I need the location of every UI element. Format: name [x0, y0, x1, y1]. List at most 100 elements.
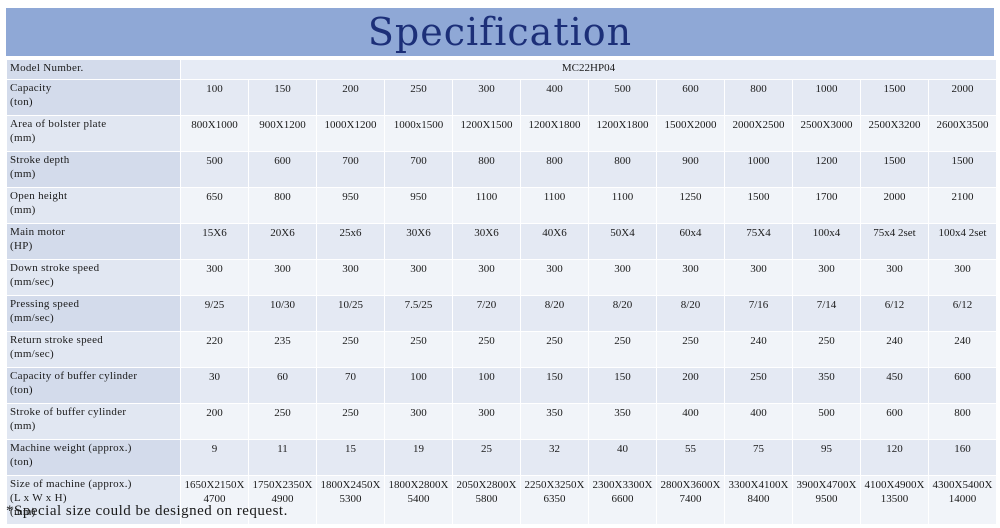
cell-value-line: 14000 [948, 493, 977, 505]
cell-value: 800X1000 [180, 115, 249, 152]
cell-value: 350 [588, 403, 657, 440]
cell-value: 300 [452, 79, 521, 116]
cell-value-line: 6600 [611, 493, 634, 505]
cell-value: 900 [656, 151, 725, 188]
cell-value: 400 [656, 403, 725, 440]
cell-value: 1250 [656, 187, 725, 224]
row-unit-text: (mm) [10, 168, 36, 180]
cell-value: 250 [316, 331, 385, 368]
cell-value-line: 2800X3600X [660, 479, 721, 491]
row-unit-text: (ton) [10, 456, 33, 468]
cell-value-line: 4700 [203, 493, 226, 505]
cell-value: 75X4 [724, 223, 793, 260]
row-unit-text: (HP) [10, 240, 33, 252]
cell-value: 25 [452, 439, 521, 476]
cell-value: 9 [180, 439, 249, 476]
cell-value: 1700 [792, 187, 861, 224]
row-label: Area of bolster plate (mm) [6, 115, 181, 152]
cell-value: 2050X2800X 5800 [452, 475, 521, 525]
cell-value: 200 [656, 367, 725, 404]
cell-value: 800 [724, 79, 793, 116]
cell-value: 40 [588, 439, 657, 476]
row-unit-text: (mm) [10, 132, 36, 144]
cell-value: 6/12 [860, 295, 929, 332]
cell-value: 6/12 [928, 295, 997, 332]
cell-value: 20X6 [248, 223, 317, 260]
spec-row: Capacity (ton) 100 150 200 250 300 400 500 600 800… [6, 79, 997, 116]
row-label: Return stroke speed (mm/sec) [6, 331, 181, 368]
model-value: MC22HP04 [180, 59, 997, 80]
row-label-text: (L x W x H) [10, 492, 67, 504]
row-label-text: Pressing speed [10, 298, 80, 310]
cell-value: 1200X1800 [520, 115, 589, 152]
cell-value: 2500X3000 [792, 115, 861, 152]
cell-value: 2000 [860, 187, 929, 224]
cell-value: 800 [520, 151, 589, 188]
cell-value-line: 1800X2450X [320, 479, 381, 491]
cell-value-line: 3900X4700X [796, 479, 857, 491]
cell-value: 240 [928, 331, 997, 368]
cell-value: 30X6 [384, 223, 453, 260]
cell-value: 100 [384, 367, 453, 404]
cell-value: 3300X4100X 8400 [724, 475, 793, 525]
cell-value: 235 [248, 331, 317, 368]
cell-value: 15 [316, 439, 385, 476]
cell-value: 70 [316, 367, 385, 404]
cell-value: 220 [180, 331, 249, 368]
cell-value: 350 [792, 367, 861, 404]
cell-value: 500 [180, 151, 249, 188]
cell-value-line: 6350 [543, 493, 566, 505]
row-label: Capacity of buffer cylinder (ton) [6, 367, 181, 404]
cell-value: 600 [248, 151, 317, 188]
row-label: Main motor (HP) [6, 223, 181, 260]
cell-value: 1100 [588, 187, 657, 224]
cell-value-line: 1650X2150X [184, 479, 245, 491]
cell-value: 55 [656, 439, 725, 476]
row-label-text: Main motor [10, 226, 66, 238]
cell-value-line: 4100X4900X [864, 479, 925, 491]
spec-row: Stroke depth (mm) 500 600 700 700 800 800 800 900… [6, 151, 997, 188]
cell-value: 75 [724, 439, 793, 476]
cell-value: 1650X2150X 4700 [180, 475, 249, 525]
cell-value: 800 [588, 151, 657, 188]
cell-value: 100 [180, 79, 249, 116]
cell-value: 600 [928, 367, 997, 404]
cell-value: 9/25 [180, 295, 249, 332]
spec-row: Down stroke speed (mm/sec) 300 300 300 300 300… [6, 259, 997, 296]
row-unit-text: (mm/sec) [10, 312, 54, 324]
cell-value: 95 [792, 439, 861, 476]
cell-value: 450 [860, 367, 929, 404]
cell-value: 700 [384, 151, 453, 188]
cell-value: 600 [656, 79, 725, 116]
cell-value: 1100 [452, 187, 521, 224]
cell-value-line: 5400 [407, 493, 430, 505]
cell-value-line: 3300X4100X [728, 479, 789, 491]
cell-value-line: 8400 [747, 493, 770, 505]
model-row: Model Number. MC22HP04 [6, 59, 997, 80]
cell-value: 300 [656, 259, 725, 296]
cell-value: 1000 [792, 79, 861, 116]
cell-value: 150 [588, 367, 657, 404]
cell-value: 800 [248, 187, 317, 224]
spec-row: Capacity of buffer cylinder (ton) 30 60 70 10… [6, 367, 997, 404]
spec-row: Machine weight (approx.) (ton) 9 11 15 19 25 32… [6, 439, 997, 476]
cell-value: 300 [860, 259, 929, 296]
row-label: Size of machine (approx.) (L x W x H) (mm) [6, 475, 181, 525]
cell-value: 2300X3300X 6600 [588, 475, 657, 525]
cell-value: 250 [520, 331, 589, 368]
row-label: Stroke of buffer cylinder (mm) [6, 403, 181, 440]
row-label: Open height (mm) [6, 187, 181, 224]
cell-value: 1200X1500 [452, 115, 521, 152]
page-title: Specification [367, 10, 633, 54]
cell-value-line: 4900 [271, 493, 294, 505]
row-unit-text: (mm) [10, 204, 36, 216]
cell-value: 250 [588, 331, 657, 368]
cell-value: 2800X3600X 7400 [656, 475, 725, 525]
row-label-text: Down stroke speed [10, 262, 100, 274]
spec-row: Main motor (HP) 15X6 20X6 25x6 30X6 30X6 40X6 50… [6, 223, 997, 260]
cell-value: 1000x1500 [384, 115, 453, 152]
cell-value: 2000X2500 [724, 115, 793, 152]
cell-value: 1100 [520, 187, 589, 224]
cell-value: 250 [384, 79, 453, 116]
cell-value: 300 [384, 259, 453, 296]
